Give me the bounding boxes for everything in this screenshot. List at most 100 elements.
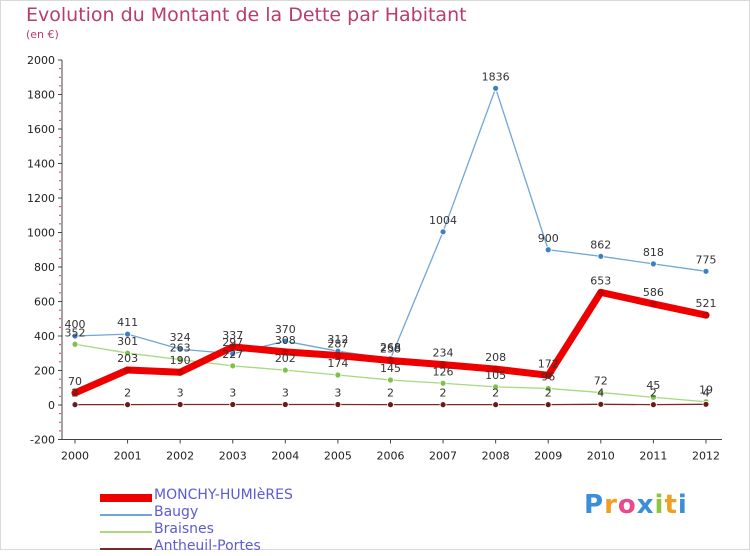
data-label: 1836 [482,70,510,83]
data-label: 337 [222,329,243,342]
series-antheuil-portes [72,401,709,407]
data-label: 263 [170,342,191,355]
x-tick-label: 2011 [639,450,667,463]
y-tick-label: 400 [34,330,55,343]
data-point [177,401,183,407]
data-point [650,261,656,267]
data-label: 287 [327,337,348,350]
data-label: 775 [695,253,716,266]
y-tick-label: 1400 [27,158,55,171]
data-label: 174 [327,357,348,370]
data-label: 190 [170,354,191,367]
data-label: 2 [124,387,131,400]
logo-letter: P [584,490,604,520]
data-label: 2 [72,387,79,400]
data-point [703,401,709,407]
data-label: 2 [650,387,657,400]
data-point [335,372,341,378]
data-point [702,312,709,319]
data-point [703,268,709,274]
x-tick-label: 2010 [587,450,615,463]
data-label: 202 [275,352,296,365]
y-axis-ticks: -200020040060080010001200140016001800200… [27,54,62,447]
data-label: 653 [590,274,611,287]
data-label: 1004 [429,214,457,227]
data-label: 352 [65,326,86,339]
data-point [545,247,551,253]
data-label: 172 [538,357,559,370]
data-point [440,229,446,235]
proxiti-logo: Proxiti [584,490,688,520]
legend-swatch [100,531,152,533]
data-point [387,402,393,408]
y-tick-label: 600 [34,296,55,309]
logo-letter: i [655,490,665,520]
y-tick-label: 800 [34,261,55,274]
data-point [545,402,551,408]
data-point [650,300,657,307]
data-label: 126 [433,365,454,378]
x-tick-label: 2012 [692,450,720,463]
data-point [493,85,499,91]
data-label: 145 [380,362,401,375]
data-label: 2 [545,387,552,400]
data-point [440,402,446,408]
data-label: 411 [117,316,138,329]
logo-letter: i [678,490,688,520]
data-point [440,380,446,386]
y-tick-label: 1600 [27,123,55,136]
x-tick-label: 2009 [534,450,562,463]
data-label: 3 [229,386,236,399]
legend-label: Antheuil-Portes [154,538,261,554]
data-label: 96 [541,370,555,383]
x-tick-label: 2002 [166,450,194,463]
data-label: 70 [68,375,82,388]
logo-letter: t [664,490,677,520]
legend-label: Braisnes [154,521,214,537]
data-point [598,253,604,259]
x-tick-label: 2004 [271,450,299,463]
series-line [75,88,706,358]
data-point [125,402,131,408]
data-point [387,377,393,383]
data-point [282,401,288,407]
data-label: 3 [177,386,184,399]
x-tick-label: 2000 [61,450,89,463]
data-label: 2 [440,387,447,400]
legend-swatch [100,494,152,502]
y-tick-label: 2000 [27,54,55,67]
data-label: 308 [275,334,296,347]
data-label: 3 [334,386,341,399]
data-point [650,402,656,408]
data-point [177,369,184,376]
x-tick-label: 2003 [219,450,247,463]
data-point [72,402,78,408]
data-point [124,366,131,373]
data-label: 2 [387,387,394,400]
x-tick-label: 2006 [376,450,404,463]
data-label: 258 [380,342,401,355]
data-point [72,341,78,347]
data-label: 586 [643,286,664,299]
data-label: 301 [117,335,138,348]
data-point [493,402,499,408]
data-label: 208 [485,351,506,364]
legend-swatch [100,514,152,516]
data-point [282,367,288,373]
legend-label: Baugy [154,504,198,520]
logo-letter: r [604,490,618,520]
y-tick-label: 200 [34,365,55,378]
logo-letter: o [618,490,637,520]
data-point [230,401,236,407]
y-minor-ticks [59,60,61,440]
y-tick-label: 0 [48,399,55,412]
x-tick-label: 2001 [114,450,142,463]
data-label: 862 [590,238,611,251]
y-tick-label: 1200 [27,192,55,205]
data-label: 203 [117,352,138,365]
data-label: 234 [433,347,454,360]
